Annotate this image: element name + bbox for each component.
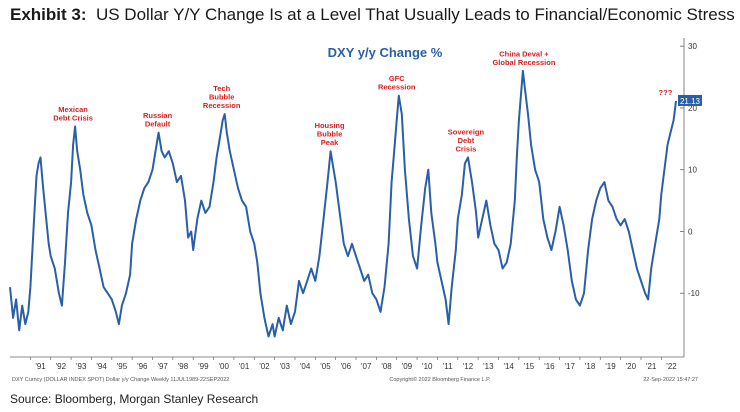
x-tick-label: '98 — [178, 362, 189, 371]
exhibit-title-text: US Dollar Y/Y Change Is at a Level That … — [95, 5, 735, 24]
annotation-text: Debt Crisis — [53, 113, 93, 122]
exhibit-title: Exhibit 3: US Dollar Y/Y Change Is at a … — [10, 5, 735, 25]
last-value-label: 21.13 — [680, 97, 701, 106]
chart-background — [7, 33, 697, 385]
x-tick-label: '95 — [117, 362, 128, 371]
x-tick-label: '08 — [381, 362, 392, 371]
x-tick-label: '15 — [524, 362, 535, 371]
annotation-text: Tech — [213, 84, 230, 93]
annotation-text: Crisis — [456, 144, 477, 153]
x-tick-label: '05 — [320, 362, 331, 371]
x-tick-label: '96 — [137, 362, 148, 371]
x-tick-label: '13 — [483, 362, 494, 371]
annotation-text: Debt — [458, 136, 475, 145]
source-note: Source: Bloomberg, Morgan Stanley Resear… — [10, 392, 259, 406]
last-value-box — [678, 94, 702, 106]
annotation-text: Housing — [315, 121, 345, 130]
annotation-text: Bubble — [209, 93, 234, 102]
x-tick-label: '16 — [544, 362, 555, 371]
dxy-series-line — [9, 69, 677, 338]
x-tick-label: '09 — [402, 362, 413, 371]
annotation-text: ??? — [659, 88, 673, 97]
x-tick-label: '14 — [503, 362, 514, 371]
x-tick-label: '91 — [35, 362, 46, 371]
annotation-text: Sovereign — [448, 127, 485, 136]
annotation-text: Default — [145, 120, 171, 129]
x-tick-label: '20 — [626, 362, 637, 371]
y-tick-label: 10 — [688, 166, 697, 175]
annotation-text: Recession — [203, 101, 241, 110]
annotation-text: Global Recession — [492, 58, 555, 67]
annotation-text: Recession — [378, 83, 416, 92]
x-tick-label: '02 — [259, 362, 270, 371]
annotation-text: Russian — [143, 111, 173, 120]
x-tick-label: '17 — [565, 362, 576, 371]
x-tick-label: '03 — [280, 362, 291, 371]
x-tick-label: '99 — [198, 362, 209, 371]
chart-title: DXY y/y Change % — [328, 45, 443, 60]
y-tick-label: 20 — [688, 104, 697, 113]
annotation-text: China Deval + — [499, 49, 549, 58]
x-tick-label: '19 — [605, 362, 616, 371]
y-tick-label: 0 — [688, 227, 693, 236]
x-tick-label: '22 — [666, 362, 677, 371]
x-tick-label: '93 — [76, 362, 87, 371]
x-tick-label: '10 — [422, 362, 433, 371]
x-tick-label: '06 — [341, 362, 352, 371]
x-tick-label: '04 — [300, 362, 311, 371]
chart-footer-left: DXY Curncy (DOLLAR INDEX SPOT) Dollar y/… — [12, 377, 229, 383]
annotation-text: GFC — [389, 74, 405, 83]
exhibit-label: Exhibit 3: — [10, 5, 87, 24]
annotation-text: Mexican — [58, 105, 88, 114]
chart-footer-right: 22-Sep-2022 15:47:27 — [643, 377, 698, 383]
x-tick-label: '12 — [463, 362, 474, 371]
y-tick-label: -10 — [688, 289, 700, 298]
chart-footer-center: Copyright© 2022 Bloomberg Finance L.P. — [389, 376, 491, 383]
annotation-text: Peak — [321, 138, 339, 147]
x-tick-label: '11 — [443, 362, 453, 371]
x-tick-label: '94 — [96, 362, 107, 371]
x-tick-label: '97 — [157, 362, 168, 371]
x-tick-label: '07 — [361, 362, 372, 371]
x-tick-label: '01 — [239, 362, 250, 371]
x-tick-label: '00 — [219, 362, 230, 371]
x-tick-label: '18 — [585, 362, 596, 371]
x-tick-label: '21 — [646, 362, 657, 371]
x-tick-label: '92 — [56, 362, 67, 371]
annotation-text: Bubble — [317, 130, 342, 139]
y-tick-label: 30 — [688, 42, 697, 51]
